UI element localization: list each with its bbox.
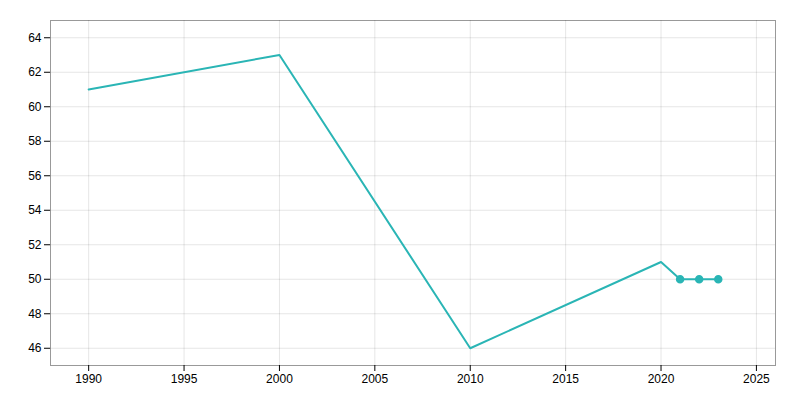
svg-text:62: 62 — [28, 65, 42, 79]
svg-text:1990: 1990 — [75, 372, 102, 386]
svg-text:2000: 2000 — [266, 372, 293, 386]
svg-text:58: 58 — [28, 134, 42, 148]
svg-text:1995: 1995 — [171, 372, 198, 386]
svg-text:2020: 2020 — [648, 372, 675, 386]
svg-text:2010: 2010 — [457, 372, 484, 386]
svg-text:60: 60 — [28, 100, 42, 114]
svg-text:46: 46 — [28, 341, 42, 355]
svg-text:48: 48 — [28, 307, 42, 321]
svg-text:50: 50 — [28, 272, 42, 286]
svg-text:2025: 2025 — [743, 372, 770, 386]
svg-text:52: 52 — [28, 238, 42, 252]
svg-text:2015: 2015 — [552, 372, 579, 386]
svg-text:2005: 2005 — [361, 372, 388, 386]
svg-text:56: 56 — [28, 169, 42, 183]
svg-text:64: 64 — [28, 31, 42, 45]
svg-text:54: 54 — [28, 203, 42, 217]
